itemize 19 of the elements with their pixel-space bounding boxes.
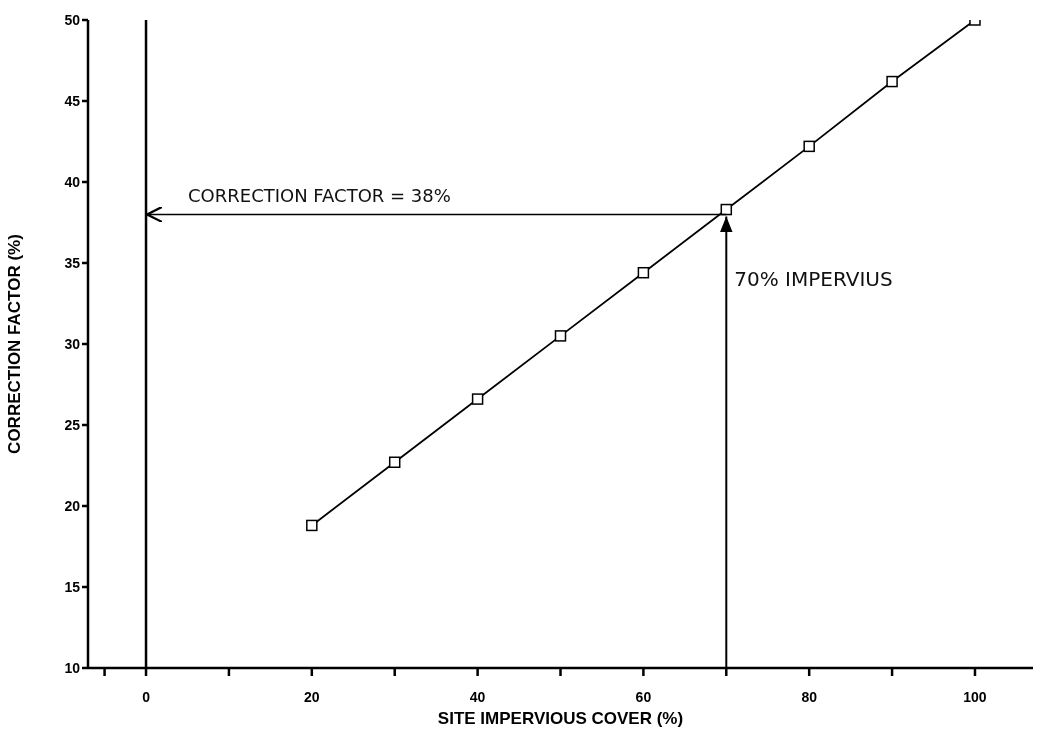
x-tick-label: 20	[304, 688, 320, 705]
y-tick-label: 20	[64, 497, 81, 514]
x-tick-label: 0	[142, 688, 151, 705]
x-tick-label: 80	[801, 688, 818, 705]
x-tick-label: 100	[963, 688, 987, 705]
annotation: 70% IMPERVIUS	[734, 267, 893, 292]
x-axis-title: SITE IMPERVIOUS COVER (%)	[437, 709, 684, 728]
x-tick-label: 60	[635, 688, 652, 705]
y-tick-label: 15	[64, 578, 81, 595]
y-tick-label: 45	[64, 92, 81, 109]
y-tick-label: 35	[64, 254, 81, 271]
y-tick-label: 10	[64, 659, 81, 676]
annotation: CORRECTION FACTOR = 38%	[188, 185, 451, 207]
y-tick-label: 30	[64, 335, 81, 352]
x-tick-label: 40	[469, 688, 486, 705]
y-axis-title: CORRECTION FACTOR (%)	[5, 234, 25, 454]
y-tick-label: 25	[64, 416, 81, 433]
y-tick-label: 40	[64, 173, 81, 190]
y-tick-label: 50	[64, 11, 81, 28]
